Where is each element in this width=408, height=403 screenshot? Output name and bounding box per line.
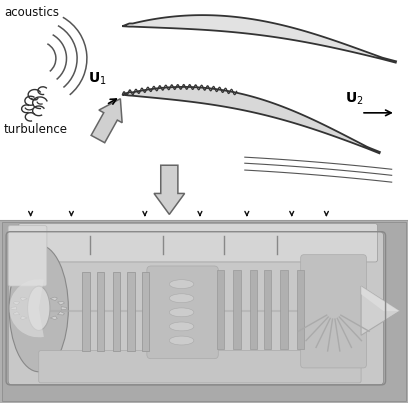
Bar (142, 272, 149, 351)
Polygon shape (122, 87, 380, 153)
FancyBboxPatch shape (8, 232, 384, 385)
Ellipse shape (27, 286, 50, 330)
Bar (113, 272, 120, 351)
Bar (97, 272, 104, 351)
Polygon shape (31, 319, 37, 322)
Ellipse shape (169, 336, 194, 345)
FancyBboxPatch shape (39, 351, 361, 383)
Ellipse shape (9, 245, 69, 372)
Polygon shape (61, 307, 67, 310)
Ellipse shape (169, 322, 194, 331)
Bar (233, 270, 241, 349)
Polygon shape (50, 297, 58, 301)
Text: $\mathbf{U}_1$: $\mathbf{U}_1$ (88, 70, 106, 87)
FancyBboxPatch shape (8, 226, 47, 286)
Text: $\mathbf{U}_2$: $\mathbf{U}_2$ (345, 90, 364, 107)
Text: turbulence: turbulence (4, 123, 68, 136)
Bar (82, 272, 90, 351)
Polygon shape (40, 319, 47, 322)
Polygon shape (11, 307, 16, 310)
Polygon shape (40, 295, 47, 298)
Polygon shape (20, 316, 27, 320)
Bar (217, 270, 224, 349)
Polygon shape (58, 312, 64, 315)
Bar (0, 220, 408, 403)
Polygon shape (122, 15, 396, 62)
Bar (2, 222, 406, 401)
Bar (297, 270, 304, 349)
Ellipse shape (169, 308, 194, 317)
Bar (127, 272, 135, 351)
Polygon shape (20, 297, 27, 301)
FancyBboxPatch shape (301, 255, 366, 368)
Polygon shape (361, 286, 400, 311)
Polygon shape (31, 295, 37, 298)
Polygon shape (13, 301, 20, 305)
Ellipse shape (169, 294, 194, 303)
Bar (280, 270, 288, 349)
Polygon shape (13, 312, 20, 315)
Wedge shape (9, 279, 44, 337)
Bar (0, 0, 408, 220)
Polygon shape (154, 165, 184, 214)
Bar (264, 270, 271, 349)
FancyBboxPatch shape (147, 266, 218, 359)
Polygon shape (361, 286, 400, 335)
Polygon shape (58, 301, 64, 305)
Ellipse shape (169, 280, 194, 289)
Polygon shape (50, 316, 58, 320)
Bar (250, 270, 257, 349)
FancyBboxPatch shape (18, 224, 377, 262)
Text: acoustics: acoustics (4, 6, 59, 19)
Polygon shape (91, 99, 122, 143)
